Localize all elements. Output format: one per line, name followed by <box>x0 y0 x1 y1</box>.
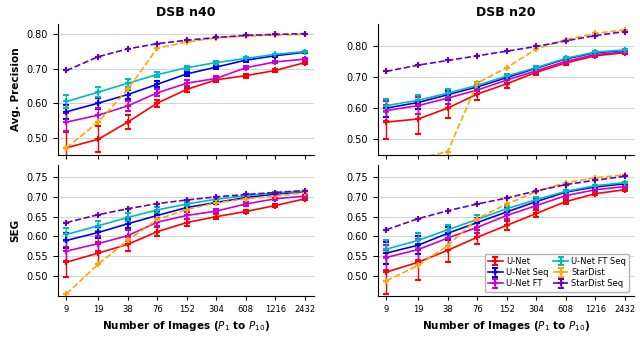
Title: DSB n40: DSB n40 <box>156 6 215 19</box>
X-axis label: Number of Images ($P_1$ to $P_{10}$): Number of Images ($P_1$ to $P_{10}$) <box>422 320 589 333</box>
Legend: U-Net, U-Net Seq, U-Net FT, U-Net FT Seq, StarDist, StarDist Seq: U-Net, U-Net Seq, U-Net FT, U-Net FT Seq… <box>484 254 629 292</box>
X-axis label: Number of Images ($P_1$ to $P_{10}$): Number of Images ($P_1$ to $P_{10}$) <box>102 320 269 333</box>
Title: DSB n20: DSB n20 <box>476 6 535 19</box>
Y-axis label: Avg. Precision: Avg. Precision <box>11 47 21 131</box>
Y-axis label: SEG: SEG <box>11 219 20 242</box>
